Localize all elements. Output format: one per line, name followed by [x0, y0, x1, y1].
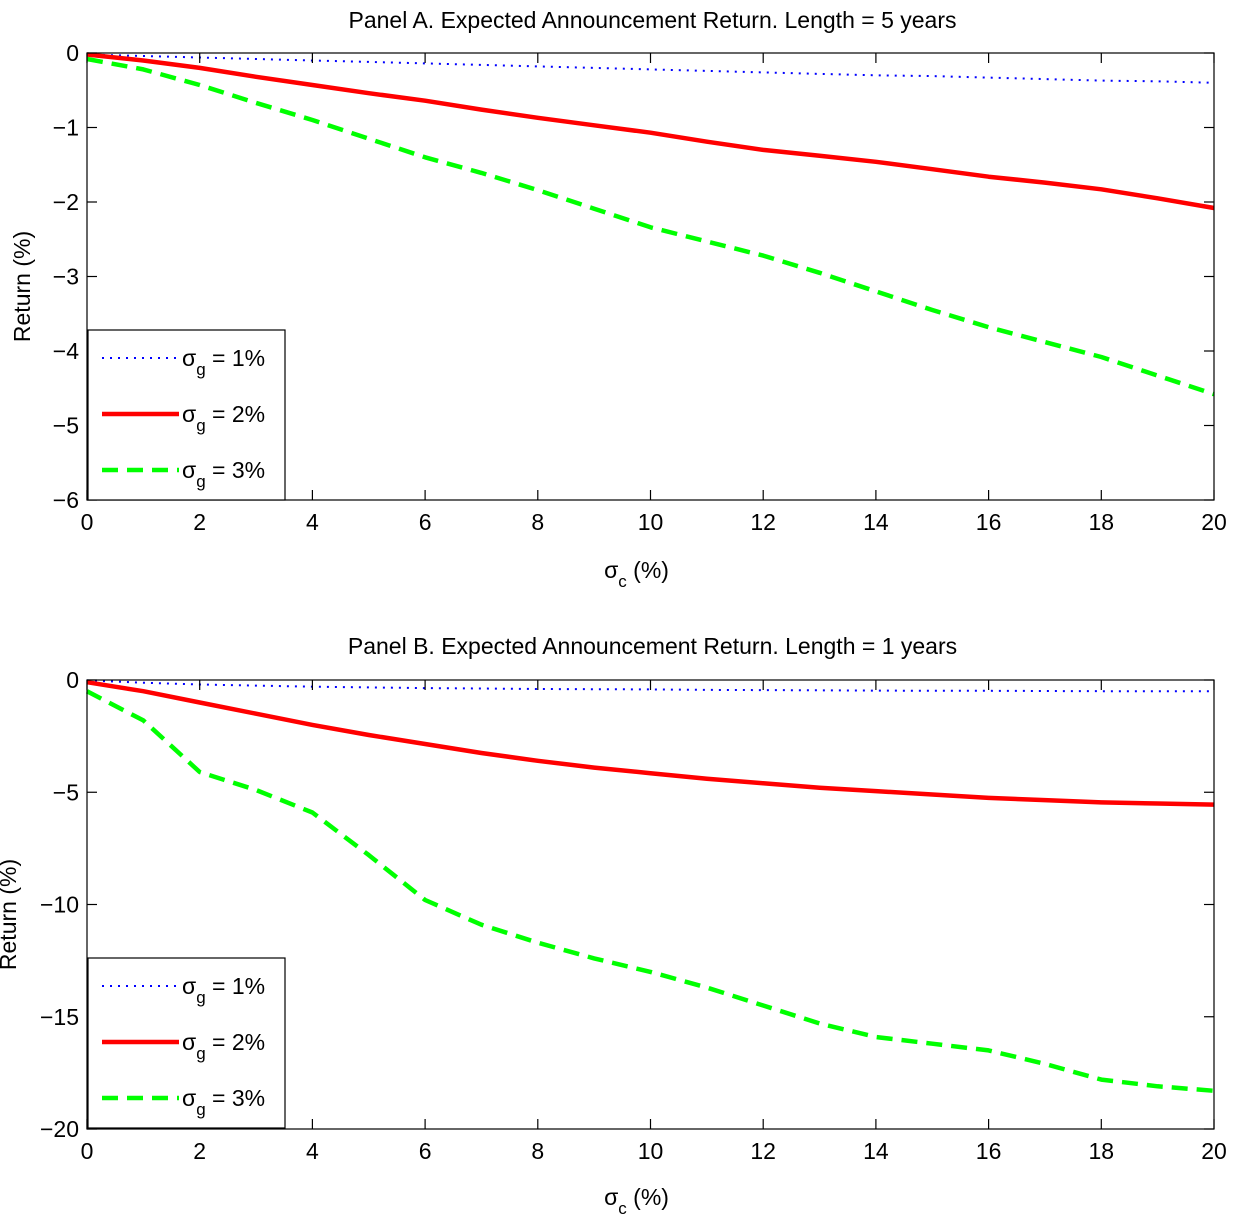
x-tick-label: 20 — [1201, 1138, 1227, 1164]
chart-title: Panel B. Expected Announcement Return. L… — [348, 633, 957, 659]
y-tick-label: −6 — [53, 487, 79, 513]
y-tick-label: −10 — [40, 892, 79, 918]
series-group — [86, 52, 1215, 397]
x-tick-label: 10 — [638, 509, 664, 535]
legend: σg = 1% σg = 2% σg = 3% — [87, 957, 286, 1129]
x-tick-label: 0 — [81, 1138, 94, 1164]
series-line-2 — [86, 52, 1215, 211]
x-tick-label: 12 — [750, 509, 776, 535]
y-tick-label: −15 — [40, 1004, 79, 1030]
x-tick-label: 0 — [81, 509, 94, 535]
y-tick-label: −3 — [53, 264, 79, 290]
y-axis-label: Return (%) — [9, 231, 35, 342]
y-axis-label: Return (%) — [0, 859, 21, 970]
x-tick-label: 14 — [863, 509, 889, 535]
series-line-2 — [86, 679, 1215, 807]
x-tick-label: 12 — [750, 1138, 776, 1164]
y-tick-label: −20 — [40, 1116, 79, 1142]
x-axis-label: σc (%) — [604, 557, 669, 591]
y-tick-label: −1 — [53, 115, 79, 141]
x-tick-label: 4 — [306, 1138, 319, 1164]
panel-b: Panel B. Expected Announcement Return. L… — [0, 633, 1227, 1218]
legend-label-1: σg = 1% — [182, 973, 265, 1007]
x-tick-label: 18 — [1089, 1138, 1115, 1164]
y-tick-label: −2 — [53, 189, 79, 215]
legend: σg = 1% σg = 2% σg = 3% — [87, 329, 286, 501]
legend-label-1: σg = 1% — [182, 345, 265, 379]
y-tick-label: −5 — [53, 779, 79, 805]
legend-label-3: σg = 3% — [182, 1085, 265, 1119]
x-tick-label: 2 — [193, 1138, 206, 1164]
y-tick-label: 0 — [66, 40, 79, 66]
x-axis-label: σc (%) — [604, 1184, 669, 1218]
x-tick-label: 18 — [1089, 509, 1115, 535]
series-group — [85, 679, 1215, 1094]
x-tick-label: 10 — [638, 1138, 664, 1164]
x-tick-label: 4 — [306, 509, 319, 535]
x-tick-label: 14 — [863, 1138, 889, 1164]
chart-title: Panel A. Expected Announcement Return. L… — [349, 7, 957, 33]
legend-label-2: σg = 2% — [182, 401, 265, 435]
x-tick-label: 20 — [1201, 509, 1227, 535]
x-tick-label: 8 — [531, 509, 544, 535]
x-tick-label: 6 — [419, 509, 432, 535]
y-tick-label: −5 — [53, 413, 79, 439]
y-tick-label: −4 — [53, 338, 79, 364]
x-tick-label: 8 — [531, 1138, 544, 1164]
series-line-3 — [85, 689, 1215, 1094]
x-tick-label: 6 — [419, 1138, 432, 1164]
x-tick-label: 16 — [976, 509, 1002, 535]
legend-label-2: σg = 2% — [182, 1029, 265, 1063]
y-tick-label: 0 — [66, 667, 79, 693]
x-tick-label: 2 — [193, 509, 206, 535]
x-tick-label: 16 — [976, 1138, 1002, 1164]
legend-label-3: σg = 3% — [182, 457, 265, 491]
panel-a: Panel A. Expected Announcement Return. L… — [9, 7, 1227, 591]
series-line-3 — [86, 56, 1215, 397]
